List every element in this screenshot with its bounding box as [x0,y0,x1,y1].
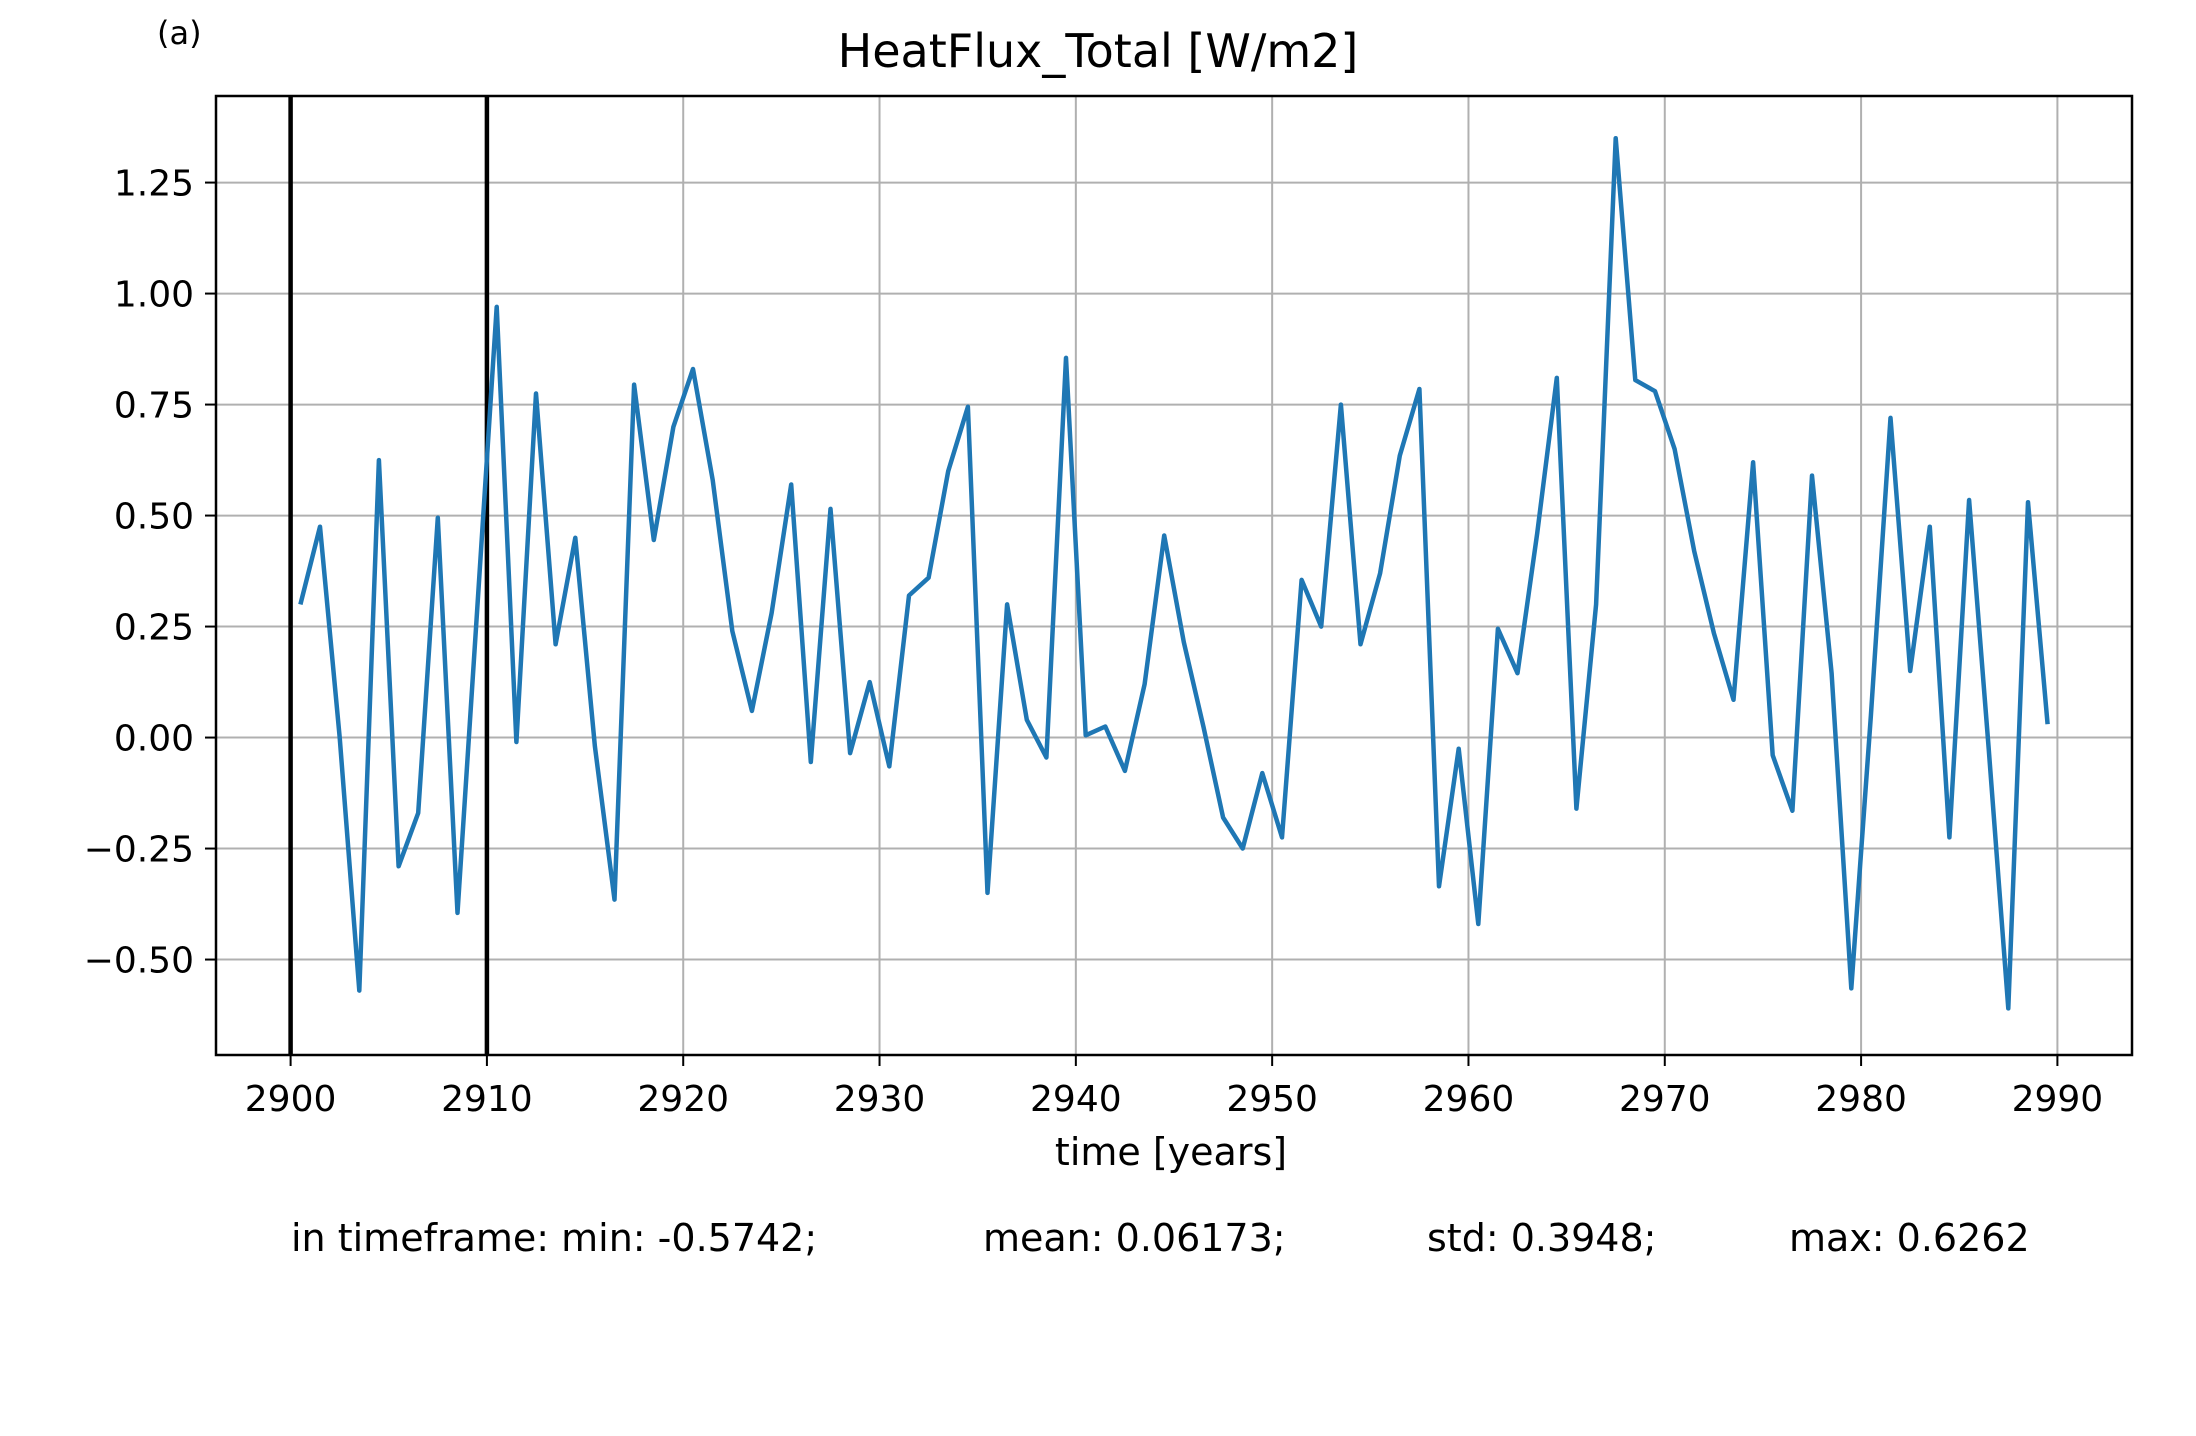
y-tick-label: −0.25 [84,830,194,871]
x-tick-label: 2930 [834,1079,926,1120]
stats-std: std: 0.3948; [1427,1216,1657,1260]
x-axis-ticks: 2900 2910 2920 2930 2940 2950 2960 2970 2980 2990 [245,1055,2103,1120]
chart-title: HeatFlux_Total [W/m2] [837,24,1359,78]
x-tick-label: 2950 [1226,1079,1318,1120]
vertical-markers [288,96,490,1055]
x-tick-label: 2970 [1619,1079,1711,1120]
y-axis-ticks: −0.50 −0.25 0.00 0.25 0.50 0.75 1.00 1.25 [84,164,216,982]
x-tick-label: 2990 [2012,1079,2104,1120]
plot-frame [214,94,2134,1057]
x-tick-label: 2980 [1815,1079,1907,1120]
series-layer [298,135,2050,1011]
y-tick-label: 0.25 [114,608,194,649]
y-tick-label: −0.50 [84,941,194,982]
x-tick-label: 2900 [245,1079,337,1120]
stats-mean: mean: 0.06173; [983,1216,1286,1260]
x-tick-label: 2920 [637,1079,729,1120]
x-tick-label: 2940 [1030,1079,1122,1120]
x-tick-label: 2910 [441,1079,533,1120]
grid-lines [216,96,2132,1055]
stats-max: max: 0.6262 [1789,1216,2030,1260]
x-tick-label: 2960 [1423,1079,1515,1120]
y-tick-label: 0.75 [114,386,194,427]
y-tick-label: 1.00 [114,275,194,316]
stats-min: in timeframe: min: -0.5742; [291,1216,818,1260]
y-tick-label: 1.25 [114,164,194,205]
stats-line: in timeframe: min: -0.5742; mean: 0.0617… [0,1216,2196,1436]
y-tick-label: 0.50 [114,497,194,538]
panel-label: (a) [157,14,202,52]
y-tick-label: 0.00 [114,719,194,760]
line-chart: 2900 2910 2920 2930 2940 2950 2960 2970 2980 2990… [84,94,2134,1120]
x-axis-label: time [years] [1054,1130,1288,1174]
heatflux-series-line [298,135,2050,1011]
